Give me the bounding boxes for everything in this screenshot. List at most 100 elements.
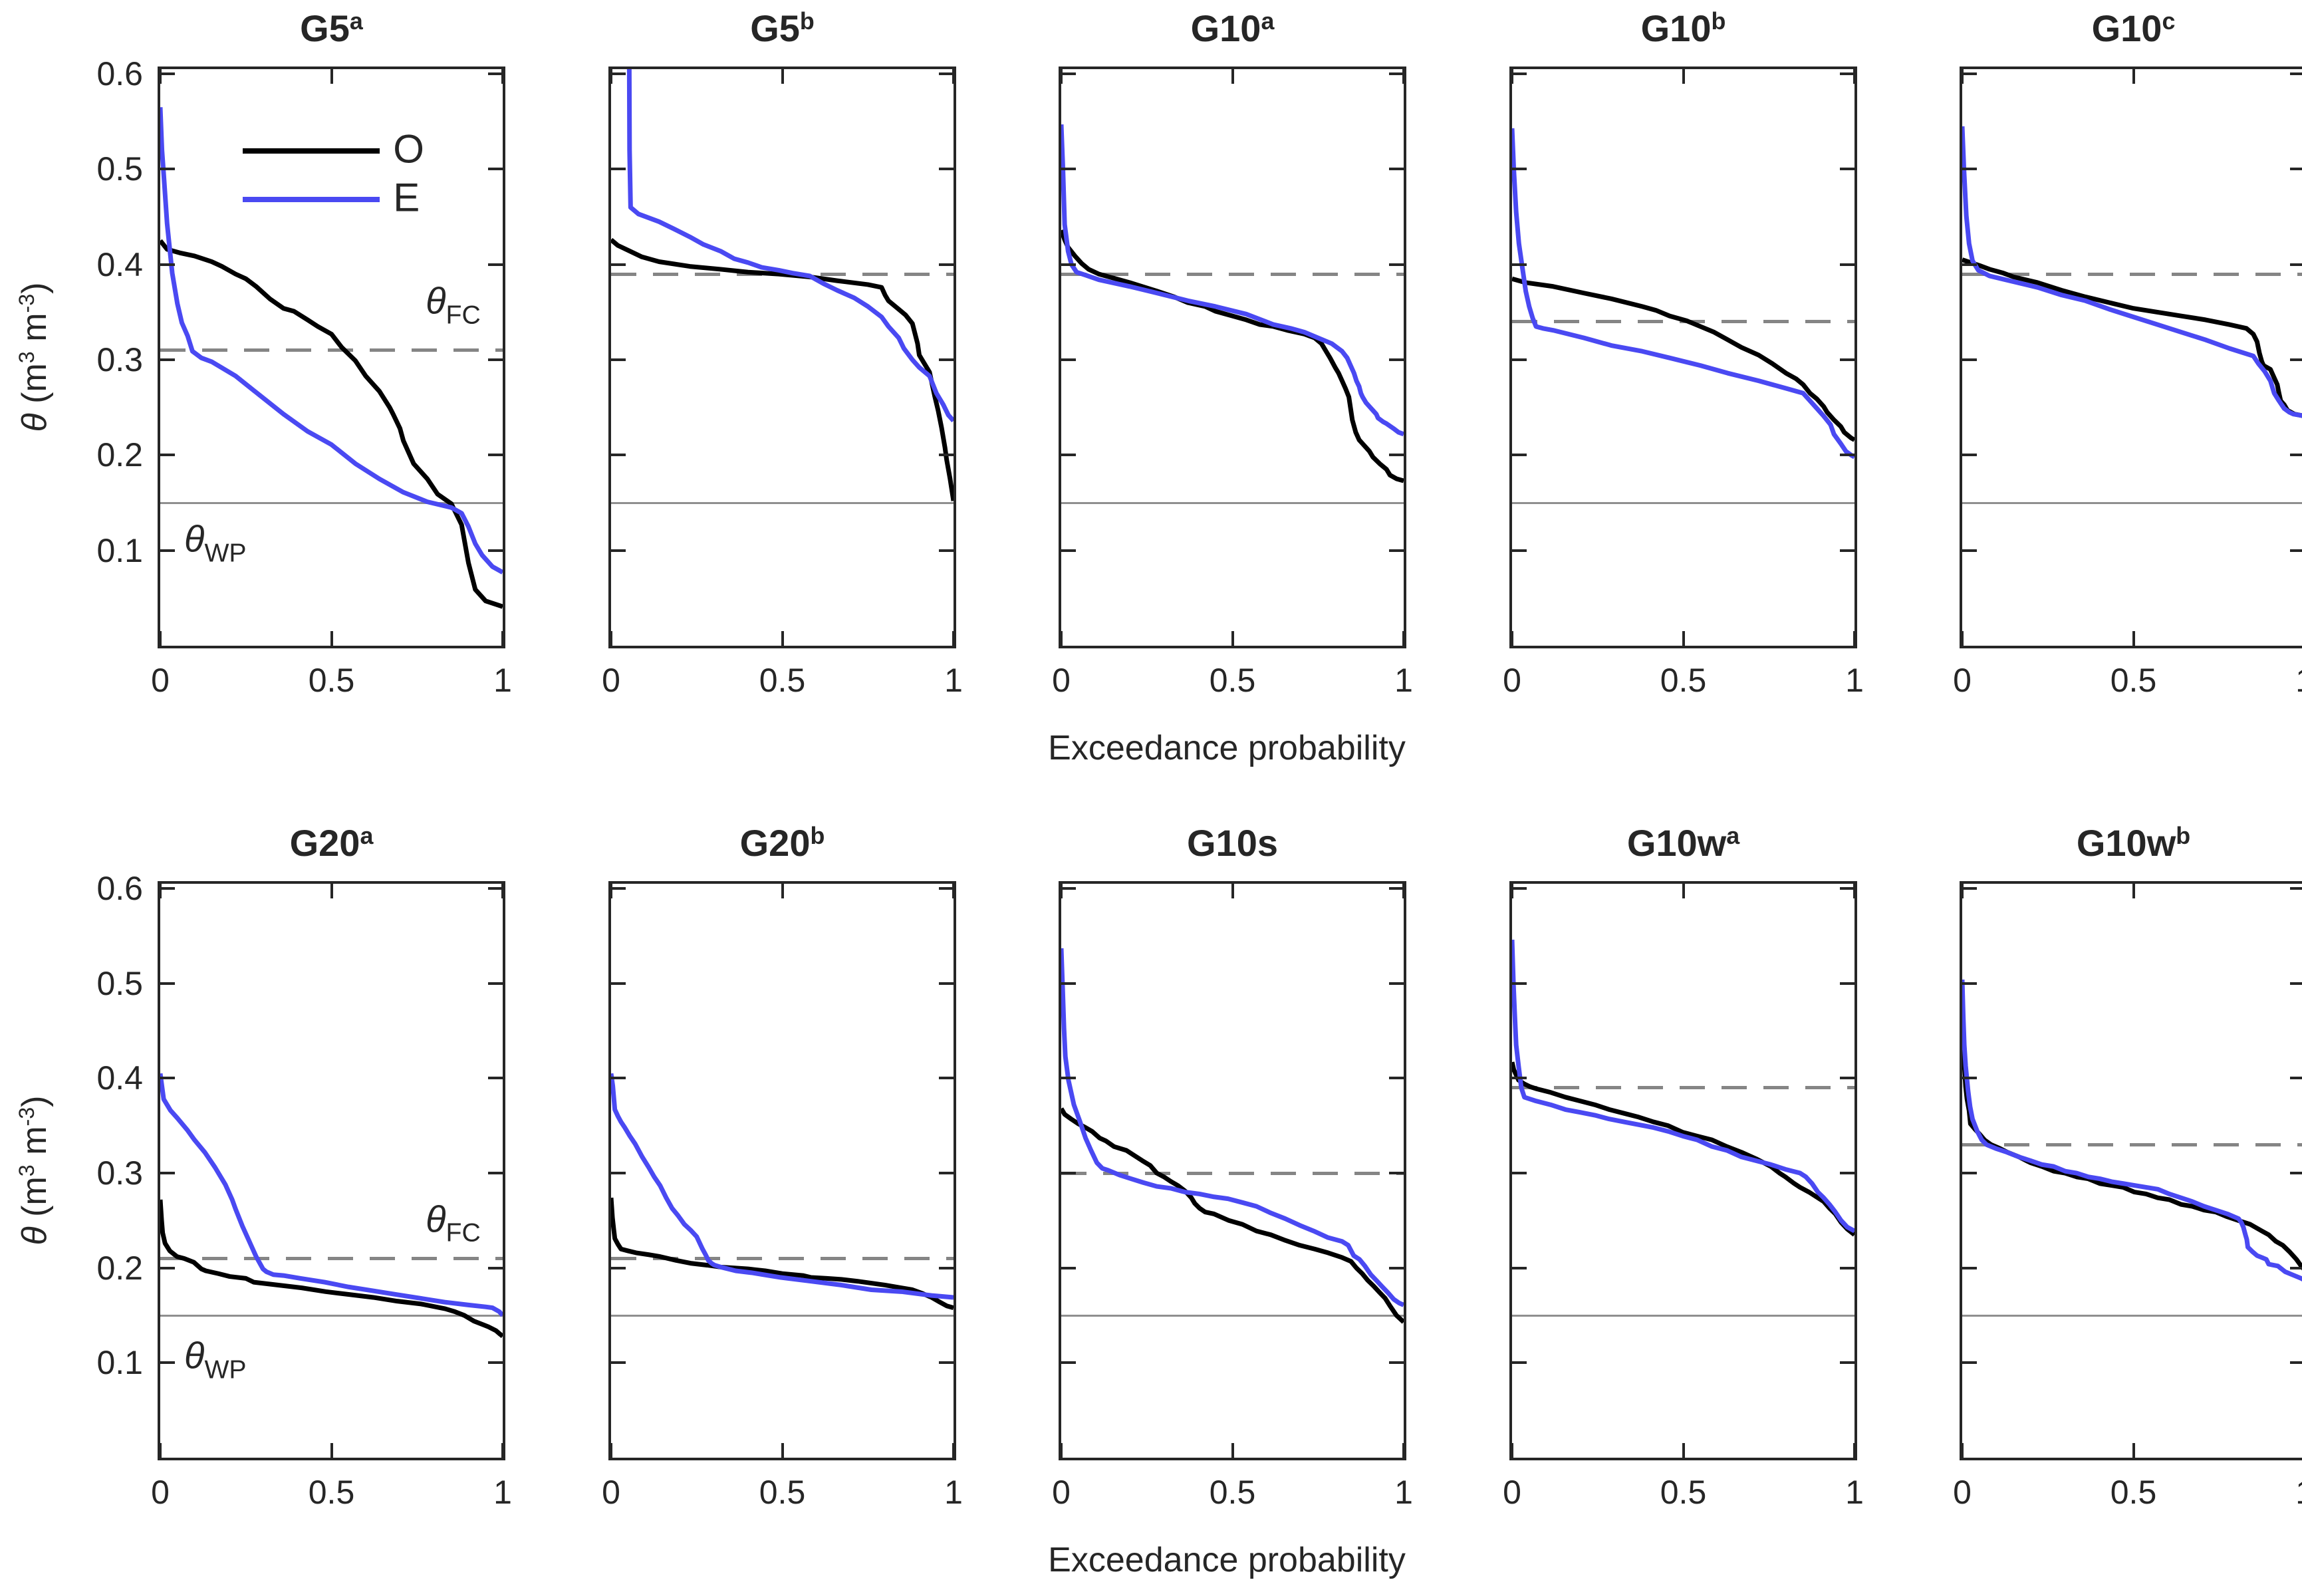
- subplot-title-text: G20: [739, 822, 811, 864]
- series-O-curve: [1061, 1109, 1404, 1322]
- x-tick-label: 1: [944, 662, 963, 699]
- x-tick-label: 1: [493, 662, 512, 699]
- y-tick-mark: [2290, 1077, 2302, 1080]
- x-tick-mark: [781, 69, 784, 84]
- y-tick-mark: [1840, 1266, 1854, 1269]
- y-tick-mark: [1061, 1172, 1076, 1175]
- x-tick-mark: [1402, 69, 1405, 84]
- y-tick-mark: [611, 1361, 626, 1365]
- x-tick-mark: [1682, 1443, 1685, 1458]
- y-tick-mark: [939, 1266, 954, 1269]
- y-tick-mark: [1840, 263, 1854, 266]
- wilting-point-line: [160, 501, 503, 504]
- y-tick-mark: [160, 263, 175, 266]
- x-tick-mark: [501, 631, 504, 646]
- x-tick-mark: [330, 884, 333, 898]
- y-tick-mark: [1061, 549, 1076, 552]
- x-tick-mark: [610, 1443, 612, 1458]
- legend-line-O: [242, 148, 380, 154]
- y-tick-mark: [1061, 1266, 1076, 1269]
- subplot-title: G20a: [132, 820, 531, 866]
- y-tick-mark: [939, 1077, 954, 1080]
- x-tick-label: 1: [2295, 1472, 2302, 1512]
- y-tick-mark: [488, 887, 503, 890]
- y-tick-mark: [1962, 263, 1977, 266]
- y-tick-mark: [1962, 1266, 1977, 1269]
- y-tick-mark: [1061, 168, 1076, 171]
- subplot-axes: [1059, 881, 1406, 1460]
- y-tick-mark: [939, 454, 954, 457]
- theta-subscript: FC: [446, 1218, 481, 1248]
- y-tick-mark: [611, 982, 626, 985]
- field-capacity-line: [1962, 1142, 2302, 1146]
- wilting-point-label: θWP: [184, 517, 247, 568]
- y-tick-label: 0.6: [96, 870, 143, 908]
- x-tick-mark: [952, 884, 955, 898]
- y-tick-mark: [1061, 1361, 1076, 1365]
- series-E-curve: [1962, 980, 2302, 1280]
- subplot-axes: [1509, 881, 1857, 1460]
- curves-svg: [1512, 69, 1854, 646]
- series-E-curve: [1962, 126, 2302, 416]
- subplot-title-text: G5: [300, 7, 350, 49]
- x-tick-mark: [1853, 631, 1856, 646]
- y-tick-mark: [1840, 887, 1854, 890]
- subplot-title-text: G10: [1640, 7, 1712, 49]
- y-tick-mark: [1512, 1077, 1527, 1080]
- x-tick-mark: [1060, 1443, 1063, 1458]
- theta-subscript: WP: [204, 539, 247, 568]
- subplot-title-text: G10w: [2076, 822, 2176, 864]
- x-tick-label: 1: [944, 1474, 963, 1511]
- x-tick-mark: [610, 884, 612, 898]
- x-tick-mark: [159, 1443, 162, 1458]
- y-tick-mark: [1962, 1361, 1977, 1365]
- field-capacity-line: [1061, 272, 1404, 276]
- y-tick-mark: [1840, 1361, 1854, 1365]
- x-tick-mark: [2132, 1443, 2135, 1458]
- subplot-title-superscript: a: [360, 823, 374, 850]
- y-tick-mark: [1512, 1361, 1527, 1365]
- y-tick-mark: [160, 887, 175, 890]
- x-tick-label: 0.5: [1209, 1474, 1256, 1511]
- y-tick-label: 0.5: [96, 964, 143, 1002]
- field-capacity-line: [160, 1256, 503, 1260]
- y-tick-mark: [488, 1077, 503, 1080]
- x-tick-label: 0.5: [1660, 1474, 1707, 1511]
- field-capacity-label: θFC: [426, 1197, 481, 1248]
- y-tick-mark: [1962, 549, 1977, 552]
- ylabel-sup3: 3: [15, 1164, 39, 1177]
- y-tick-mark: [1389, 887, 1404, 890]
- y-tick-mark: [2290, 1266, 2302, 1269]
- series-E-curve: [1061, 948, 1404, 1305]
- y-tick-mark: [1962, 358, 1977, 362]
- wilting-point-line: [1512, 501, 1854, 504]
- ylabel-text: m: [15, 313, 54, 352]
- ylabel-theta: θ: [15, 413, 54, 432]
- theta-symbol: θ: [184, 517, 205, 560]
- x-tick-mark: [330, 69, 333, 84]
- x-tick-label: 0: [1953, 1474, 1972, 1511]
- series-E-curve: [629, 69, 954, 421]
- wilting-point-line: [160, 1314, 503, 1317]
- x-tick-mark: [952, 1443, 955, 1458]
- y-tick-mark: [1962, 72, 1977, 76]
- y-tick-mark: [488, 1172, 503, 1175]
- y-tick-mark: [2290, 168, 2302, 171]
- x-tick-mark: [610, 69, 612, 84]
- series-O-curve: [1962, 1050, 2302, 1270]
- y-tick-label: 0.4: [96, 1059, 143, 1097]
- subplot-axes: θFC θWP: [158, 881, 505, 1460]
- y-tick-mark: [1061, 982, 1076, 985]
- y-tick-mark: [2290, 454, 2302, 457]
- x-tick-mark: [501, 1443, 504, 1458]
- x-tick-mark: [1231, 884, 1234, 898]
- x-tick-mark: [781, 1443, 784, 1458]
- y-tick-mark: [1840, 358, 1854, 362]
- wilting-point-line: [1061, 1314, 1404, 1317]
- subplot-axes: [1960, 66, 2302, 648]
- x-tick-mark: [1402, 631, 1405, 646]
- x-tick-mark: [1060, 69, 1063, 84]
- y-tick-mark: [1840, 454, 1854, 457]
- x-tick-mark: [781, 884, 784, 898]
